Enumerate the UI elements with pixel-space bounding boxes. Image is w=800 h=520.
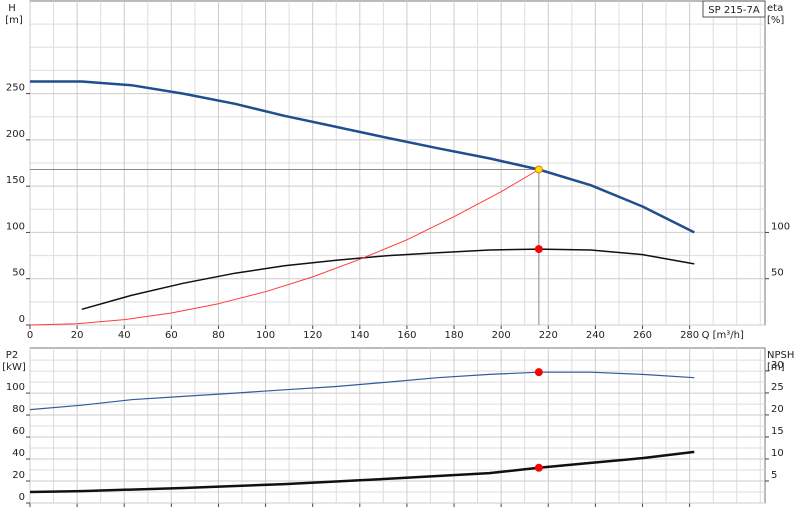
label-box — [702, 0, 766, 18]
y2-tick-label: 25 — [771, 382, 784, 393]
y2-tick-label: 20 — [771, 404, 784, 415]
curve — [29, 169, 540, 326]
curve — [29, 450, 695, 494]
y-tick-label: 50 — [12, 268, 25, 279]
curve — [29, 371, 695, 411]
y-tick-label: 20 — [12, 470, 25, 481]
x-tick-label: 260 — [633, 330, 652, 341]
x-tick-label: 0 — [27, 330, 33, 341]
y2-tick-label: 100 — [771, 221, 790, 232]
x-tick-label: 200 — [492, 330, 511, 341]
x-tick-label: 140 — [350, 330, 369, 341]
operating-point — [534, 463, 543, 472]
y-tick-label: 250 — [6, 83, 25, 94]
y2-axis-label: eta — [767, 3, 783, 14]
x-tick-label: 160 — [397, 330, 416, 341]
curve — [30, 80, 695, 234]
operating-point — [534, 245, 543, 254]
operating-point — [534, 368, 543, 377]
operating-point — [534, 165, 543, 174]
label-box-text: SP 215-7A — [708, 5, 760, 16]
y2-tick-label: 5 — [771, 470, 777, 481]
x-tick-label: 40 — [118, 330, 131, 341]
x-tick-label: 280 — [680, 330, 699, 341]
y2-axis-unit: [%] — [767, 15, 784, 26]
x-axis-label: Q [m³/h] — [702, 330, 744, 341]
y-tick-label: 0 — [19, 314, 25, 325]
y2-tick-label: 10 — [771, 448, 784, 459]
y-tick-label: 100 — [6, 382, 25, 393]
y-tick-label: 100 — [6, 221, 25, 232]
y2-tick-label: 50 — [771, 268, 784, 279]
y-tick-label: 0 — [19, 492, 25, 503]
x-tick-label: 20 — [71, 330, 84, 341]
y-axis-unit: [m] — [5, 15, 23, 26]
y-axis-label: H — [8, 3, 16, 14]
y-tick-label: 80 — [12, 404, 25, 415]
y-axis-unit: [kW] — [2, 362, 26, 373]
x-tick-label: 240 — [586, 330, 605, 341]
curve — [81, 248, 695, 311]
y-axis-label: P2 — [6, 350, 18, 361]
y2-tick-label: 30 — [771, 360, 784, 371]
y-tick-label: 150 — [6, 175, 25, 186]
x-tick-label: 80 — [212, 330, 225, 341]
y-tick-label: 200 — [6, 129, 25, 140]
x-tick-label: 60 — [165, 330, 178, 341]
y-tick-label: 60 — [12, 426, 25, 437]
x-tick-label: 100 — [256, 330, 275, 341]
y2-axis-label: NPSH — [767, 350, 794, 361]
x-tick-label: 220 — [539, 330, 558, 341]
y2-tick-label: 15 — [771, 426, 784, 437]
x-tick-label: 180 — [444, 330, 463, 341]
y2-axis-unit: [m] — [767, 362, 785, 373]
x-tick-label: 120 — [303, 330, 322, 341]
y-tick-label: 40 — [12, 448, 25, 459]
